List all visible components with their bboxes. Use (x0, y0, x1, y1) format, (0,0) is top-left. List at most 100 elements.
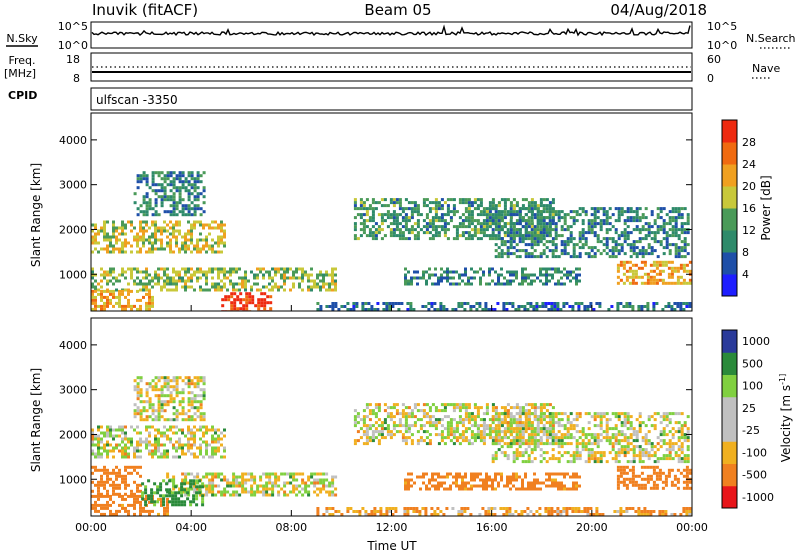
heatmap-cell (556, 308, 560, 311)
heatmap-cell (181, 198, 185, 202)
heatmap-cell (313, 490, 317, 494)
heatmap-cell (196, 379, 200, 383)
heatmap-cell (244, 487, 248, 491)
heatmap-cell (658, 269, 662, 273)
heatmap-cell (175, 285, 178, 289)
heatmap-cell (526, 302, 530, 305)
heatmap-cell (217, 282, 220, 286)
heatmap-cell (626, 415, 630, 419)
heatmap-cell (205, 431, 208, 435)
heatmap-cell (425, 198, 429, 202)
heatmap-cell (163, 394, 167, 398)
heatmap-cell (235, 490, 239, 494)
heatmap-cell (359, 222, 363, 226)
heatmap-cell (322, 481, 326, 485)
heatmap-cell (404, 216, 408, 220)
heatmap-cell (538, 507, 542, 510)
heatmap-cell (379, 510, 383, 513)
heatmap-cell (527, 255, 531, 259)
heatmap-cell (667, 260, 671, 264)
heatmap-cell (653, 240, 657, 244)
heatmap-cell (331, 475, 335, 479)
heatmap-cell (368, 427, 372, 431)
heatmap-cell (301, 279, 304, 283)
heatmap-cell (614, 228, 618, 232)
heatmap-cell (145, 437, 148, 441)
heatmap-cell (565, 507, 569, 510)
heatmap-cell (430, 305, 434, 308)
heatmap-cell (686, 213, 690, 217)
heatmap-cell (160, 267, 163, 271)
heatmap-cell (139, 223, 142, 227)
heatmap-cell (572, 216, 576, 220)
heatmap-cell (199, 425, 202, 429)
heatmap-cell (250, 484, 254, 488)
heatmap-cell (100, 506, 103, 510)
heatmap-cell (625, 278, 629, 282)
heatmap-cell (371, 234, 375, 238)
heatmap-cell (175, 204, 179, 208)
heatmap-cell (250, 475, 254, 479)
heatmap-cell (346, 302, 350, 305)
heatmap-cell (359, 207, 363, 211)
heatmap-cell (157, 409, 161, 413)
heatmap-cell (503, 198, 507, 202)
heatmap-cell (292, 475, 296, 479)
heatmap-cell (199, 238, 202, 242)
heatmap-cell (545, 273, 548, 277)
heatmap-cell (494, 219, 498, 223)
heatmap-cell (632, 454, 636, 458)
heatmap-cell (526, 513, 530, 516)
heatmap-cell (106, 298, 109, 302)
heatmap-cell (461, 421, 465, 425)
heatmap-cell (232, 282, 235, 286)
heatmap-cell (211, 478, 215, 482)
heatmap-cell (659, 430, 663, 434)
heatmap-cell (551, 222, 555, 226)
heatmap-cell (505, 510, 509, 513)
heatmap-cell (626, 207, 630, 211)
heatmap-cell (133, 226, 136, 230)
heatmap-cell (554, 237, 558, 241)
heatmap-cell (166, 288, 169, 292)
heatmap-cell (307, 285, 310, 289)
heatmap-cell (562, 510, 566, 513)
heatmap-cell (205, 235, 208, 239)
heatmap-cell (352, 308, 356, 311)
heatmap-cell (383, 427, 387, 431)
heatmap-cell (446, 273, 449, 277)
heatmap-cell (674, 207, 678, 211)
heatmap-cell (313, 478, 317, 482)
heatmap-cell (608, 222, 612, 226)
heatmap-cell (397, 308, 401, 311)
heatmap-cell (470, 276, 473, 280)
heatmap-cell (223, 487, 227, 491)
heatmap-cell (479, 228, 483, 232)
heatmap-cell (497, 433, 501, 437)
heatmap-cell (169, 425, 172, 429)
heatmap-cell (362, 213, 366, 217)
heatmap-cell (376, 510, 380, 513)
heatmap-cell (458, 201, 462, 205)
heatmap-cell (208, 247, 211, 251)
heatmap-cell (644, 424, 648, 428)
heatmap-cell (404, 267, 407, 271)
heatmap-cell (205, 425, 208, 429)
heatmap-cell (617, 216, 621, 220)
heatmap-cell (452, 427, 456, 431)
heatmap-cell (362, 430, 366, 434)
heatmap-cell (455, 421, 459, 425)
heatmap-cell (353, 409, 357, 413)
heatmap-cell (644, 228, 648, 232)
heatmap-cell (425, 270, 428, 274)
heatmap-cell (481, 507, 485, 510)
heatmap-cell (181, 279, 184, 283)
heatmap-cell (632, 439, 636, 443)
heatmap-cell (515, 228, 519, 232)
heatmap-cell (103, 471, 106, 475)
heatmap-cell (283, 288, 286, 292)
heatmap-cell (232, 484, 236, 488)
heatmap-cell (392, 424, 396, 428)
heatmap-cell (500, 249, 504, 253)
heatmap-cell (178, 229, 181, 233)
